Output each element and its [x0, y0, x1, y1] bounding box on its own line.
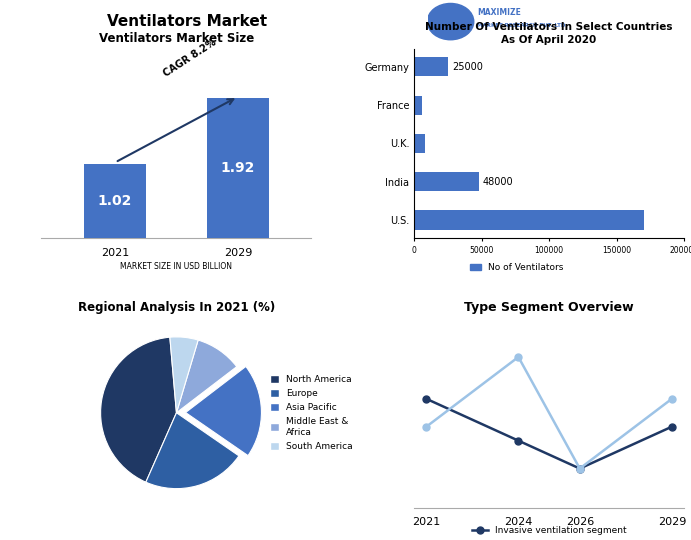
- X-axis label: MARKET SIZE IN USD BILLION: MARKET SIZE IN USD BILLION: [120, 262, 232, 271]
- Title: Number Of Ventilators In Select Countries
As Of April 2020: Number Of Ventilators In Select Countrie…: [426, 22, 673, 45]
- Text: 25000: 25000: [452, 62, 483, 72]
- Title: Ventilators Market Size: Ventilators Market Size: [99, 32, 254, 45]
- Bar: [414, 134, 425, 153]
- Bar: [414, 211, 643, 229]
- Text: MAXIMIZE: MAXIMIZE: [477, 8, 521, 17]
- Title: Type Segment Overview: Type Segment Overview: [464, 301, 634, 314]
- Invasive ventilation segment: [668, 423, 676, 430]
- Bar: [207, 98, 269, 238]
- Text: Ventilators Market: Ventilators Market: [106, 14, 267, 29]
- Legend: North America, Europe, Asia Pacific, Middle East &
Africa, South America: North America, Europe, Asia Pacific, Mid…: [266, 372, 357, 454]
- Bar: [84, 164, 146, 238]
- Non-invasive ventilation: [514, 354, 522, 360]
- Wedge shape: [176, 340, 237, 413]
- Text: 1.02: 1.02: [98, 194, 132, 208]
- Non-invasive ventilation: [422, 423, 430, 430]
- Line: Invasive ventilation segment: Invasive ventilation segment: [423, 395, 675, 472]
- Title: Regional Analysis In 2021 (%): Regional Analysis In 2021 (%): [78, 301, 275, 314]
- Legend: Invasive ventilation segment, Non-invasive ventilation: Invasive ventilation segment, Non-invasi…: [468, 523, 630, 540]
- Non-invasive ventilation: [576, 465, 584, 472]
- Non-invasive ventilation: [668, 396, 676, 402]
- Bar: [414, 96, 422, 114]
- Circle shape: [427, 3, 474, 40]
- Text: 1.92: 1.92: [220, 161, 255, 176]
- Invasive ventilation segment: [422, 396, 430, 402]
- Legend: No of Ventilators: No of Ventilators: [466, 259, 567, 275]
- Invasive ventilation segment: [514, 437, 522, 444]
- Text: MARKET RESEARCH PVT. LTD.: MARKET RESEARCH PVT. LTD.: [477, 23, 567, 29]
- Text: CAGR 8.2%: CAGR 8.2%: [162, 37, 218, 78]
- Text: 48000: 48000: [483, 177, 513, 187]
- Invasive ventilation segment: [576, 465, 584, 472]
- Bar: [414, 172, 479, 191]
- Wedge shape: [170, 337, 198, 413]
- Line: Non-invasive ventilation: Non-invasive ventilation: [423, 354, 675, 472]
- Bar: [414, 57, 448, 76]
- Wedge shape: [101, 337, 176, 482]
- Wedge shape: [186, 367, 261, 456]
- Wedge shape: [146, 413, 239, 489]
